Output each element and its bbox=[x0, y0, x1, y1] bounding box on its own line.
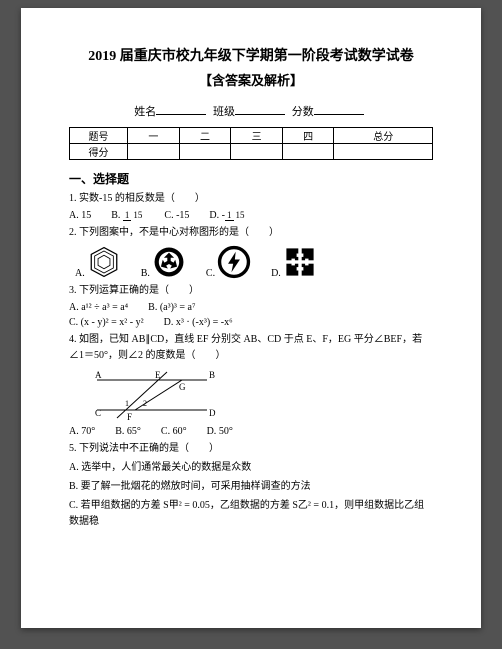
q1-options: A. 15 B. 115 C. -15 D. -115 bbox=[69, 210, 433, 221]
svg-text:G: G bbox=[179, 382, 186, 392]
svg-text:E: E bbox=[155, 370, 161, 380]
q5-c: C. 若甲组数据的方差 S甲² = 0.05，乙组数据的方差 S乙² = 0.1… bbox=[69, 498, 433, 530]
exam-page: 2019 届重庆市校九年级下学期第一阶段考试数学试卷 【含答案及解析】 姓名 班… bbox=[21, 8, 481, 628]
svg-text:2: 2 bbox=[143, 399, 147, 408]
svg-text:F: F bbox=[127, 412, 132, 422]
svg-text:B: B bbox=[209, 370, 215, 380]
q3-line1: A. a¹² ÷ a³ = a⁴ B. (a³)³ = a⁷ bbox=[69, 302, 433, 313]
q3-line2: C. (x - y)² = x² - y² D. x³ · (-x³) = -x… bbox=[69, 317, 433, 328]
q2-icons: A. B. C. bbox=[75, 245, 433, 279]
table-row: 题号 一 二 三 四 总分 bbox=[70, 128, 433, 144]
page-subtitle: 【含答案及解析】 bbox=[69, 70, 433, 89]
page-title: 2019 届重庆市校九年级下学期第一阶段考试数学试卷 bbox=[69, 46, 433, 68]
svg-text:1: 1 bbox=[125, 399, 129, 408]
q4-options: A. 70° B. 65° C. 60° D. 50° bbox=[69, 426, 433, 437]
name-line: 姓名 班级 分数 bbox=[69, 103, 433, 119]
score-table: 题号 一 二 三 四 总分 得分 bbox=[69, 127, 433, 160]
q4-stem: 4. 如图，已知 AB∥CD，直线 EF 分别交 AB、CD 于点 E、F，EG… bbox=[69, 332, 433, 364]
svg-text:A: A bbox=[95, 370, 102, 380]
q5-a: A. 选举中，人们通常最关心的数据是众数 bbox=[69, 460, 433, 476]
svg-text:D: D bbox=[209, 408, 216, 418]
class-label: 班级 bbox=[213, 106, 235, 118]
pixel-icon bbox=[283, 245, 317, 279]
q1-stem: 1. 实数-15 的相反数是（ ） bbox=[69, 191, 433, 207]
q5-stem: 5. 下列说法中不正确的是（ ） bbox=[69, 441, 433, 457]
q3-stem: 3. 下列运算正确的是（ ） bbox=[69, 283, 433, 299]
svg-text:C: C bbox=[95, 408, 101, 418]
section-heading: 一、选择题 bbox=[69, 170, 433, 187]
table-row: 得分 bbox=[70, 144, 433, 160]
hexagon-icon bbox=[87, 245, 121, 279]
q4-figure: A B C D E F G 1 2 bbox=[87, 368, 433, 424]
q2-stem: 2. 下列图案中，不是中心对称图形的是（ ） bbox=[69, 225, 433, 241]
name-label: 姓名 bbox=[134, 106, 156, 118]
q5-b: B. 要了解一批烟花的燃放时间，可采用抽样调查的方法 bbox=[69, 479, 433, 495]
bolt-icon bbox=[217, 245, 251, 279]
recycle-icon bbox=[152, 245, 186, 279]
score-label: 分数 bbox=[292, 106, 314, 118]
